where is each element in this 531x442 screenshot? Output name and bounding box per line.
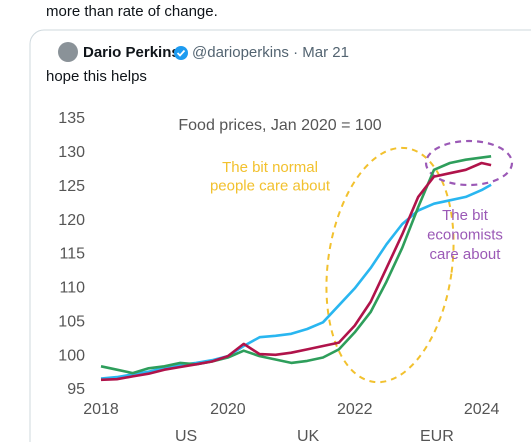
quote-text: hope this helps — [46, 68, 147, 85]
highlight-ellipse — [424, 139, 514, 187]
author-name[interactable]: Dario Perkins — [83, 44, 180, 61]
y-tick-label: 115 — [59, 246, 85, 263]
y-tick-label: 135 — [58, 110, 85, 127]
series-line — [100, 161, 492, 382]
y-tick-label: 120 — [58, 212, 85, 229]
avatar[interactable] — [58, 42, 78, 62]
highlight-ellipse — [325, 146, 455, 384]
series-line — [100, 155, 492, 375]
x-tick-label: 2022 — [337, 401, 373, 418]
x-tick-label: 2024 — [464, 401, 500, 418]
legend-label: UK — [297, 428, 320, 442]
x-tick-label: 2020 — [210, 401, 246, 418]
y-tick-label: 105 — [58, 313, 85, 330]
legend-label: EUR — [420, 428, 454, 442]
tweet-text: more than rate of change. — [46, 3, 218, 20]
y-tick-label: 95 — [67, 381, 85, 398]
annotation: The bit — [442, 207, 489, 224]
chart-title: Food prices, Jan 2020 = 100 — [178, 117, 381, 134]
chart: Food prices, Jan 2020 = 100 95 100 105 110 1… — [58, 110, 503, 442]
annotation: economists — [427, 226, 503, 243]
x-tick-label: 2018 — [83, 401, 119, 418]
verified-badge — [174, 46, 188, 60]
series-line — [100, 183, 492, 380]
y-tick-label: 110 — [59, 280, 85, 297]
annotation: care about — [430, 246, 502, 263]
verified-check — [176, 49, 186, 57]
author-meta[interactable]: @darioperkins · Mar 21 — [192, 44, 349, 61]
legend-label: US — [175, 428, 197, 442]
quote-card[interactable] — [29, 29, 531, 442]
y-tick-label: 100 — [58, 347, 85, 364]
annotation: The bit normal — [222, 159, 318, 176]
y-tick-label: 130 — [58, 144, 85, 161]
y-tick-label: 125 — [58, 178, 85, 195]
annotation: people care about — [210, 177, 331, 194]
